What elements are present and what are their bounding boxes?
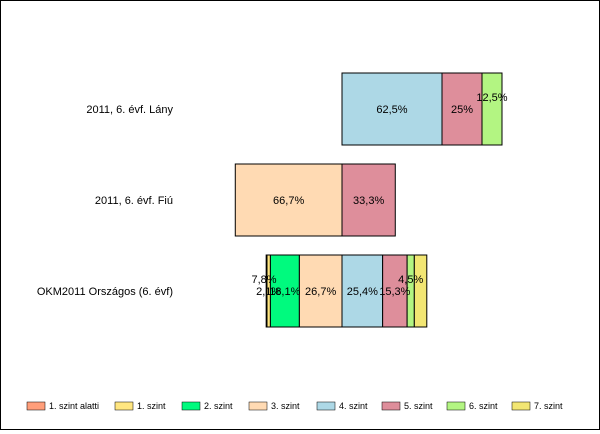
bar-segment — [441, 72, 483, 146]
category-label: OKM2011 Országos (6. évf) — [37, 286, 173, 298]
data-label: 25,4% — [347, 286, 378, 298]
legend-swatch — [114, 401, 134, 411]
bar-segment — [265, 254, 268, 328]
data-label: 66,7% — [273, 195, 304, 207]
legend-label: 6. szint — [469, 401, 498, 411]
category-label: 2011, 6. évf. Lány — [86, 104, 173, 116]
bar-segment — [341, 163, 396, 237]
legend-swatch — [26, 401, 46, 411]
data-label: 15,3% — [379, 286, 410, 298]
data-label: 25% — [451, 104, 473, 116]
data-label: 62,5% — [376, 104, 407, 116]
data-label: 4,5% — [398, 274, 423, 286]
data-label: 12,5% — [476, 92, 507, 104]
bar-segment — [234, 163, 343, 237]
legend-swatch — [381, 401, 401, 411]
bar-segment — [341, 254, 384, 328]
category-label: 2011, 6. évf. Fiú — [95, 195, 173, 207]
data-label: 33,3% — [353, 195, 384, 207]
legend-label: 2. szint — [204, 401, 233, 411]
legend-label: 5. szint — [404, 401, 433, 411]
legend-swatch — [181, 401, 201, 411]
legend-label: 1. szint alatti — [49, 401, 99, 411]
data-label: 26,7% — [305, 286, 336, 298]
legend-swatch — [511, 401, 531, 411]
legend-label: 1. szint — [137, 401, 166, 411]
bar-segment — [341, 72, 443, 146]
bar-segment — [298, 254, 343, 328]
bar-segment — [382, 254, 408, 328]
legend-label: 4. szint — [339, 401, 368, 411]
data-label: 2,1% — [256, 286, 281, 298]
legend-label: 3. szint — [271, 401, 300, 411]
bar-segment — [413, 254, 428, 328]
legend-swatch — [248, 401, 268, 411]
legend-swatch — [316, 401, 336, 411]
bar-segment — [481, 72, 503, 146]
legend-swatch — [446, 401, 466, 411]
legend-label: 7. szint — [534, 401, 563, 411]
data-label: 7,8% — [251, 274, 276, 286]
data-label: 18,1% — [269, 286, 300, 298]
